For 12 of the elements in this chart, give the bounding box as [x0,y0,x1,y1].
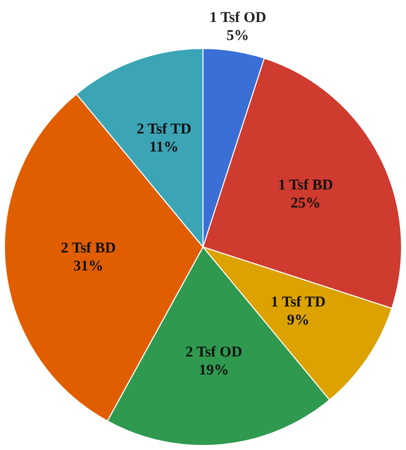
data-label: 9% [286,312,310,329]
data-label: 19% [198,362,229,378]
slice-label: 1 Tsf BD [278,178,334,194]
slice-label: 1 Tsf TD [270,294,326,311]
data-label: 11% [149,140,179,156]
slice-label: 2 Tsf BD [60,240,116,257]
data-label: 25% [290,196,321,212]
data-label: 5% [226,28,250,44]
slice-label: 2 Tsf OD [185,344,242,360]
data-label: 31% [73,258,104,275]
slice-label: 2 Tsf TD [136,122,192,138]
slice-label: 1 Tsf OD [209,10,266,26]
